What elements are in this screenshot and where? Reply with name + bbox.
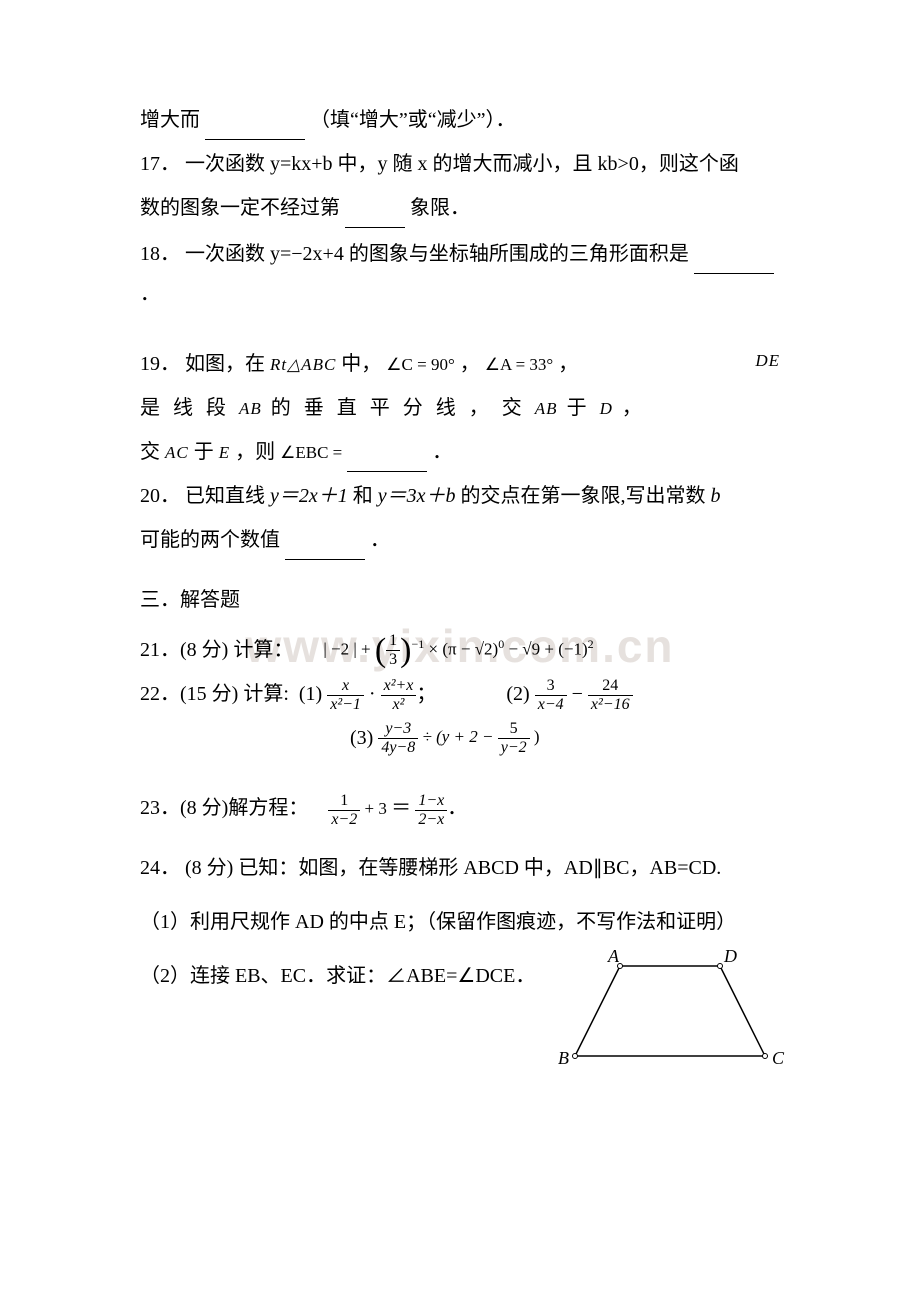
q17-blank [345,208,405,228]
q19-ebc: ∠EBC = [280,443,342,462]
q22-label: 计算: [243,674,289,714]
q22-p3: (3) [350,718,373,758]
q19-ac: AC [165,443,189,462]
q19-l3c: ，则 [235,441,275,463]
q21-num: 21． [140,630,180,670]
q19-period: ． [432,441,452,463]
q22-expr2: 3x−4 − 24x²−16 [535,674,633,714]
q19-ab2: AB [535,399,558,418]
q21-line: 21． (8 分) 计算： | −2 | + (13)−1 × (π − √2)… [140,630,780,670]
q19-l3b: 于 [194,441,214,463]
q18-text-b: ． [140,283,160,305]
label-C: C [772,1048,785,1068]
q19-c3: ， [622,397,642,419]
q22-semi: ； [416,674,436,714]
q19-line1: 19． 如图，在 Rt△ABC 中， ∠C = 90° ， ∠A = 33° ，… [140,344,780,384]
q20-eq2: y＝3x＋b [378,485,456,507]
q21-expr: | −2 | + (13)−1 × (π − √2)0 − √9 + (−1)2 [323,632,593,669]
q23-pts: (8 分) [180,788,228,828]
trapezoid-shape [575,966,765,1056]
q19-c2: ， [558,353,578,375]
q21-label: 计算： [233,630,293,670]
q19-mid: 中， [341,353,381,375]
q19-l2c: 于 [567,397,591,419]
section-3-title: 三．解答题 [140,580,780,620]
q21-pts: (8 分) [180,630,228,670]
q20-period: ． [370,529,390,551]
q19-ab: AB [239,399,262,418]
q19-text-a: 如图，在 [185,353,265,375]
q22-line2: (3) y−34y−8 ÷ (y + 2 − 5y−2 ) [140,718,780,758]
q19-c1: ， [460,353,480,375]
q17-line1: 17． 一次函数 y=kx+b 中，y 随 x 的增大而减小，且 kb>0，则这… [140,144,780,184]
q19-e: E [219,443,230,462]
q19-line2: 是 线 段 AB 的 垂 直 平 分 线 ， 交 AB 于 D ， [140,388,780,428]
q20-num: 20． [140,485,180,507]
q24-p1: （1）利用尺规作 AD 的中点 E；（保留作图痕迹，不写作法和证明） [140,902,780,942]
q24-row: A D B C （2）连接 EB、EC．求证：∠ABE=∠DCE． [140,956,780,1090]
q22-num: 22． [140,674,180,714]
q17-line2: 数的图象一定不经过第 象限． [140,188,780,228]
vertex-C [763,1054,768,1059]
label-A: A [607,946,620,966]
q20-text-a: 已知直线 [185,485,265,507]
q17-text-b: 数的图象一定不经过第 [140,197,340,219]
q17-text-c: 象限． [410,197,470,219]
q20-b: b [711,485,721,507]
q20-mid: 和 [353,485,373,507]
q17-num: 17． [140,153,180,175]
q20-text-b: 的交点在第一象限,写出常数 [461,485,706,507]
q18-num: 18． [140,243,180,265]
q18-line: 18． 一次函数 y=−2x+4 的图象与坐标轴所围成的三角形面积是 ． [140,234,780,314]
q16-prefix: 增大而 [140,109,200,131]
q19-num: 19． [140,353,180,375]
q20-text-c: 可能的两个数值 [140,529,280,551]
trapezoid-svg: A D B C [570,956,780,1076]
q18-text-a: 一次函数 y=−2x+4 的图象与坐标轴所围成的三角形面积是 [185,243,689,265]
q19-l2b: 的 垂 直 平 分 线 ， 交 [271,397,526,419]
q24-pts: (8 分) [185,857,233,879]
q16-blank [205,120,305,140]
q23-expr: 1x−2 + 3 ＝ 1−x2−x [328,788,447,828]
q19-angC: ∠C = 90° [386,355,454,374]
q20-line1: 20． 已知直线 y＝2x＋1 和 y＝3x＋b 的交点在第一象限,写出常数 b [140,476,780,516]
q22-expr1: xx²−1 · x²+xx² [327,674,416,714]
q19-rt: Rt△ABC [270,355,336,374]
q24-line1: 24． (8 分) 已知：如图，在等腰梯形 ABCD 中，AD∥BC，AB=CD… [140,848,780,888]
page-content: 增大而 （填“增大”或“减少”）． 17． 一次函数 y=kx+b 中，y 随 … [140,100,780,1090]
label-D: D [723,946,737,966]
q20-line2: 可能的两个数值 ． [140,520,780,560]
q22-pts: (15 分) [180,674,238,714]
q23-period: ． [447,788,467,828]
q19-de: DE [755,344,780,378]
q16-hint: （填“增大”或“减少”）． [310,109,516,131]
q22-line1: 22． (15 分) 计算: (1) xx²−1 · x²+xx² ； (2) … [140,674,780,714]
vertex-B [573,1054,578,1059]
q19-l2a: 是 线 段 [140,397,230,419]
q23-line: 23． (8 分) 解方程： 1x−2 + 3 ＝ 1−x2−x ． [140,788,780,828]
label-B: B [558,1048,569,1068]
q16-line: 增大而 （填“增大”或“减少”）． [140,100,780,140]
q20-blank [285,540,365,560]
vertex-D [718,964,723,969]
q22-expr3: y−34y−8 ÷ (y + 2 − 5y−2 ) [378,720,539,756]
q20-eq1: y＝2x＋1 [270,485,348,507]
q19-d: D [600,399,613,418]
q23-label: 解方程： [228,788,308,828]
q22-p1: (1) [299,674,322,714]
q18-blank [694,254,774,274]
q19-blank [347,452,427,472]
trapezoid-figure: A D B C [570,956,780,1090]
q19-angA: ∠A = 33° [485,355,553,374]
q22-p2: (2) [506,674,529,714]
q19-l3a: 交 [140,441,160,463]
q23-num: 23． [140,788,180,828]
q24-num: 24． [140,857,180,879]
q19-line3: 交 AC 于 E ，则 ∠EBC = ． [140,432,780,472]
q24-text: 已知：如图，在等腰梯形 ABCD 中，AD∥BC，AB=CD. [238,857,721,879]
q17-text-a: 一次函数 y=kx+b 中，y 随 x 的增大而减小，且 kb>0，则这个函 [185,153,739,175]
